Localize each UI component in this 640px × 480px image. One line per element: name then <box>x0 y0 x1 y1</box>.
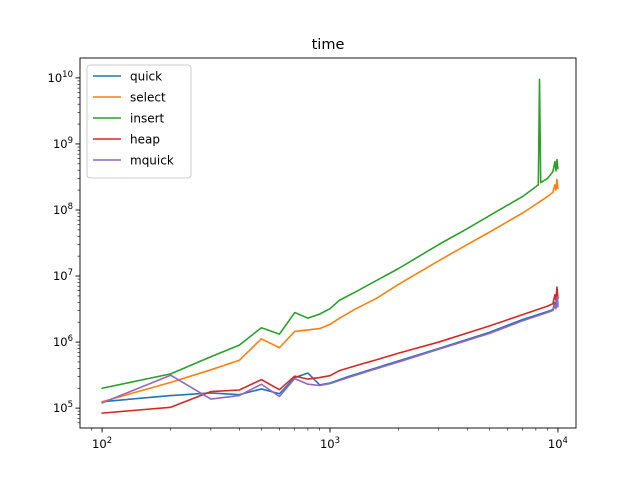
x-tick-label: 103 <box>320 436 340 451</box>
legend-label-mquick: mquick <box>130 154 174 168</box>
y-tick-label: 108 <box>53 202 73 217</box>
series-layer <box>101 78 559 414</box>
series-line-insert <box>101 78 559 390</box>
series-line-mquick <box>101 296 559 404</box>
series-line-select <box>101 178 559 403</box>
legend: quick select insert heap mquick <box>86 64 192 179</box>
plot-frame <box>79 57 577 429</box>
y-tick-label: 106 <box>53 334 73 349</box>
series-line-heap <box>101 286 559 414</box>
legend-label-quick: quick <box>130 70 162 84</box>
legend-label-heap: heap <box>130 133 160 147</box>
legend-label-select: select <box>130 91 166 105</box>
axis-layer: 102 103 104 105 106 107 108 109 1010 <box>48 70 568 451</box>
y-tick-label: 107 <box>53 268 73 283</box>
y-tick-label: 1010 <box>48 70 73 85</box>
x-tick-label: 102 <box>92 436 112 451</box>
chart-title: time <box>312 37 345 53</box>
legend-box <box>86 64 192 179</box>
legend-label-insert: insert <box>130 112 165 126</box>
x-tick-label: 104 <box>548 436 568 451</box>
y-tick-label: 109 <box>53 136 73 151</box>
y-tick-label: 105 <box>53 400 73 415</box>
